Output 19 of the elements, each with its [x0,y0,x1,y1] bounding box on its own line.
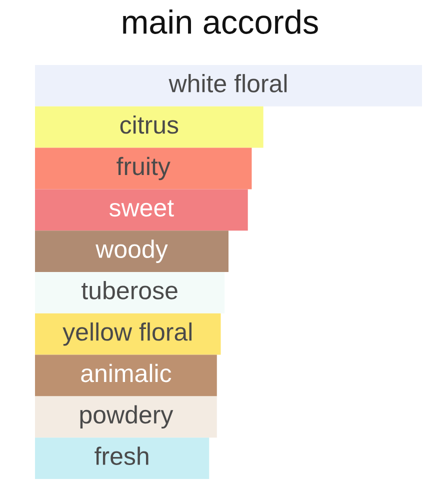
y-tick-label: powdery [80,405,174,429]
bar [35,313,221,355]
chart-title: main accords [123,9,318,34]
bar [35,230,228,272]
y-tick-label: tuberose [82,281,178,300]
bar [35,106,264,148]
bar [35,396,217,438]
bar [35,438,210,479]
y-tick-label: yellow floral [62,322,192,346]
y-tick-label: white floral [168,74,287,92]
y-tick-label: sweet [109,200,174,217]
bar [35,65,422,106]
bar [35,354,217,396]
y-tick-label: fruity [116,156,170,180]
y-tick-label: fresh [94,446,148,466]
y-tick-label: citrus [120,115,178,134]
bar [35,272,225,314]
y-tick-label: woody [96,240,168,263]
y-tick-label: animalic [81,364,172,382]
